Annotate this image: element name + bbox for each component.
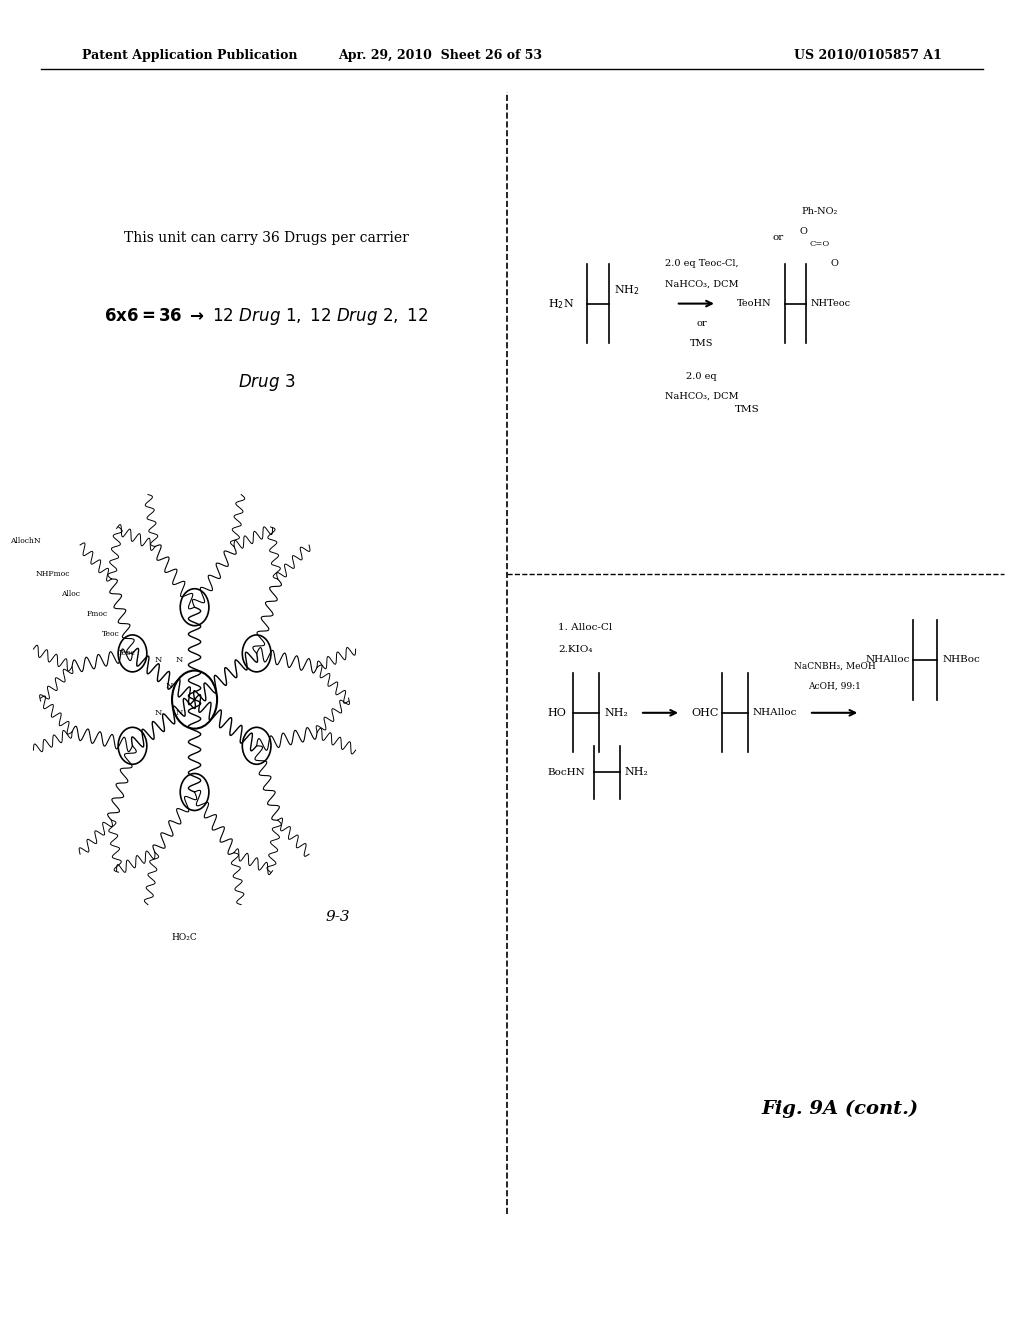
- Text: NHAlloc: NHAlloc: [753, 709, 797, 717]
- Text: Fmoc: Fmoc: [87, 610, 109, 618]
- Text: N: N: [175, 656, 183, 664]
- Text: 2.0 eq: 2.0 eq: [686, 372, 717, 380]
- Text: OHC: OHC: [691, 708, 719, 718]
- Text: N: N: [165, 682, 173, 690]
- Text: NH₂: NH₂: [604, 708, 628, 718]
- Text: NH$_2$: NH$_2$: [614, 284, 640, 297]
- Text: NaHCO₃, DCM: NaHCO₃, DCM: [665, 392, 738, 400]
- Text: Patent Application Publication: Patent Application Publication: [82, 49, 297, 62]
- Text: Teoc: Teoc: [102, 630, 120, 638]
- Text: N: N: [175, 709, 183, 717]
- Text: NHFmoc: NHFmoc: [36, 570, 71, 578]
- Text: TMS: TMS: [735, 405, 760, 413]
- Text: H$_2$N: H$_2$N: [548, 297, 574, 310]
- Text: N: N: [155, 709, 163, 717]
- Text: Apr. 29, 2010  Sheet 26 of 53: Apr. 29, 2010 Sheet 26 of 53: [338, 49, 543, 62]
- Text: BocHN: BocHN: [548, 768, 586, 776]
- Text: NHAlloc: NHAlloc: [865, 656, 909, 664]
- Text: TeoHN: TeoHN: [737, 300, 772, 308]
- Text: HO: HO: [548, 708, 566, 718]
- Text: C=O: C=O: [809, 240, 829, 248]
- Text: $\mathbf{\it{Drug\ 3}}$: $\mathbf{\it{Drug\ 3}}$: [238, 372, 295, 393]
- Text: Teoc: Teoc: [118, 649, 135, 657]
- Text: NaCNBH₃, MeOH: NaCNBH₃, MeOH: [794, 663, 876, 671]
- Text: NaHCO₃, DCM: NaHCO₃, DCM: [665, 280, 738, 288]
- Text: US 2010/0105857 A1: US 2010/0105857 A1: [795, 49, 942, 62]
- Text: Alloc: Alloc: [61, 590, 81, 598]
- Text: 9-3: 9-3: [326, 911, 350, 924]
- Text: Fig. 9A (cont.): Fig. 9A (cont.): [761, 1100, 919, 1118]
- Text: AllochN: AllochN: [10, 537, 41, 545]
- Text: 2.KIO₄: 2.KIO₄: [558, 645, 593, 653]
- Text: 1. Alloc-Cl: 1. Alloc-Cl: [558, 623, 612, 631]
- Text: AcOH, 99:1: AcOH, 99:1: [808, 682, 861, 690]
- Text: HO₂C: HO₂C: [171, 933, 198, 941]
- Text: N: N: [155, 656, 163, 664]
- Text: NHTeoc: NHTeoc: [811, 300, 851, 308]
- Text: O: O: [800, 227, 808, 235]
- Text: TMS: TMS: [690, 339, 713, 347]
- Text: This unit can carry 36 Drugs per carrier: This unit can carry 36 Drugs per carrier: [124, 231, 409, 244]
- Text: NHBoc: NHBoc: [942, 656, 980, 664]
- Text: 2.0 eq Teoc-Cl,: 2.0 eq Teoc-Cl,: [665, 260, 738, 268]
- Text: or: or: [773, 234, 783, 242]
- Text: NH₂: NH₂: [625, 767, 648, 777]
- Text: O: O: [830, 260, 839, 268]
- Text: or: or: [696, 319, 707, 327]
- Text: $\bf{6x6=36}$ $\bf{\rightarrow}$ $\mathbf{\it{12\ Drug\ 1,\ 12\ Drug\ 2,\ 12}}$: $\bf{6x6=36}$ $\bf{\rightarrow}$ $\mathb…: [104, 306, 428, 327]
- Text: Ph-NO₂: Ph-NO₂: [801, 207, 838, 215]
